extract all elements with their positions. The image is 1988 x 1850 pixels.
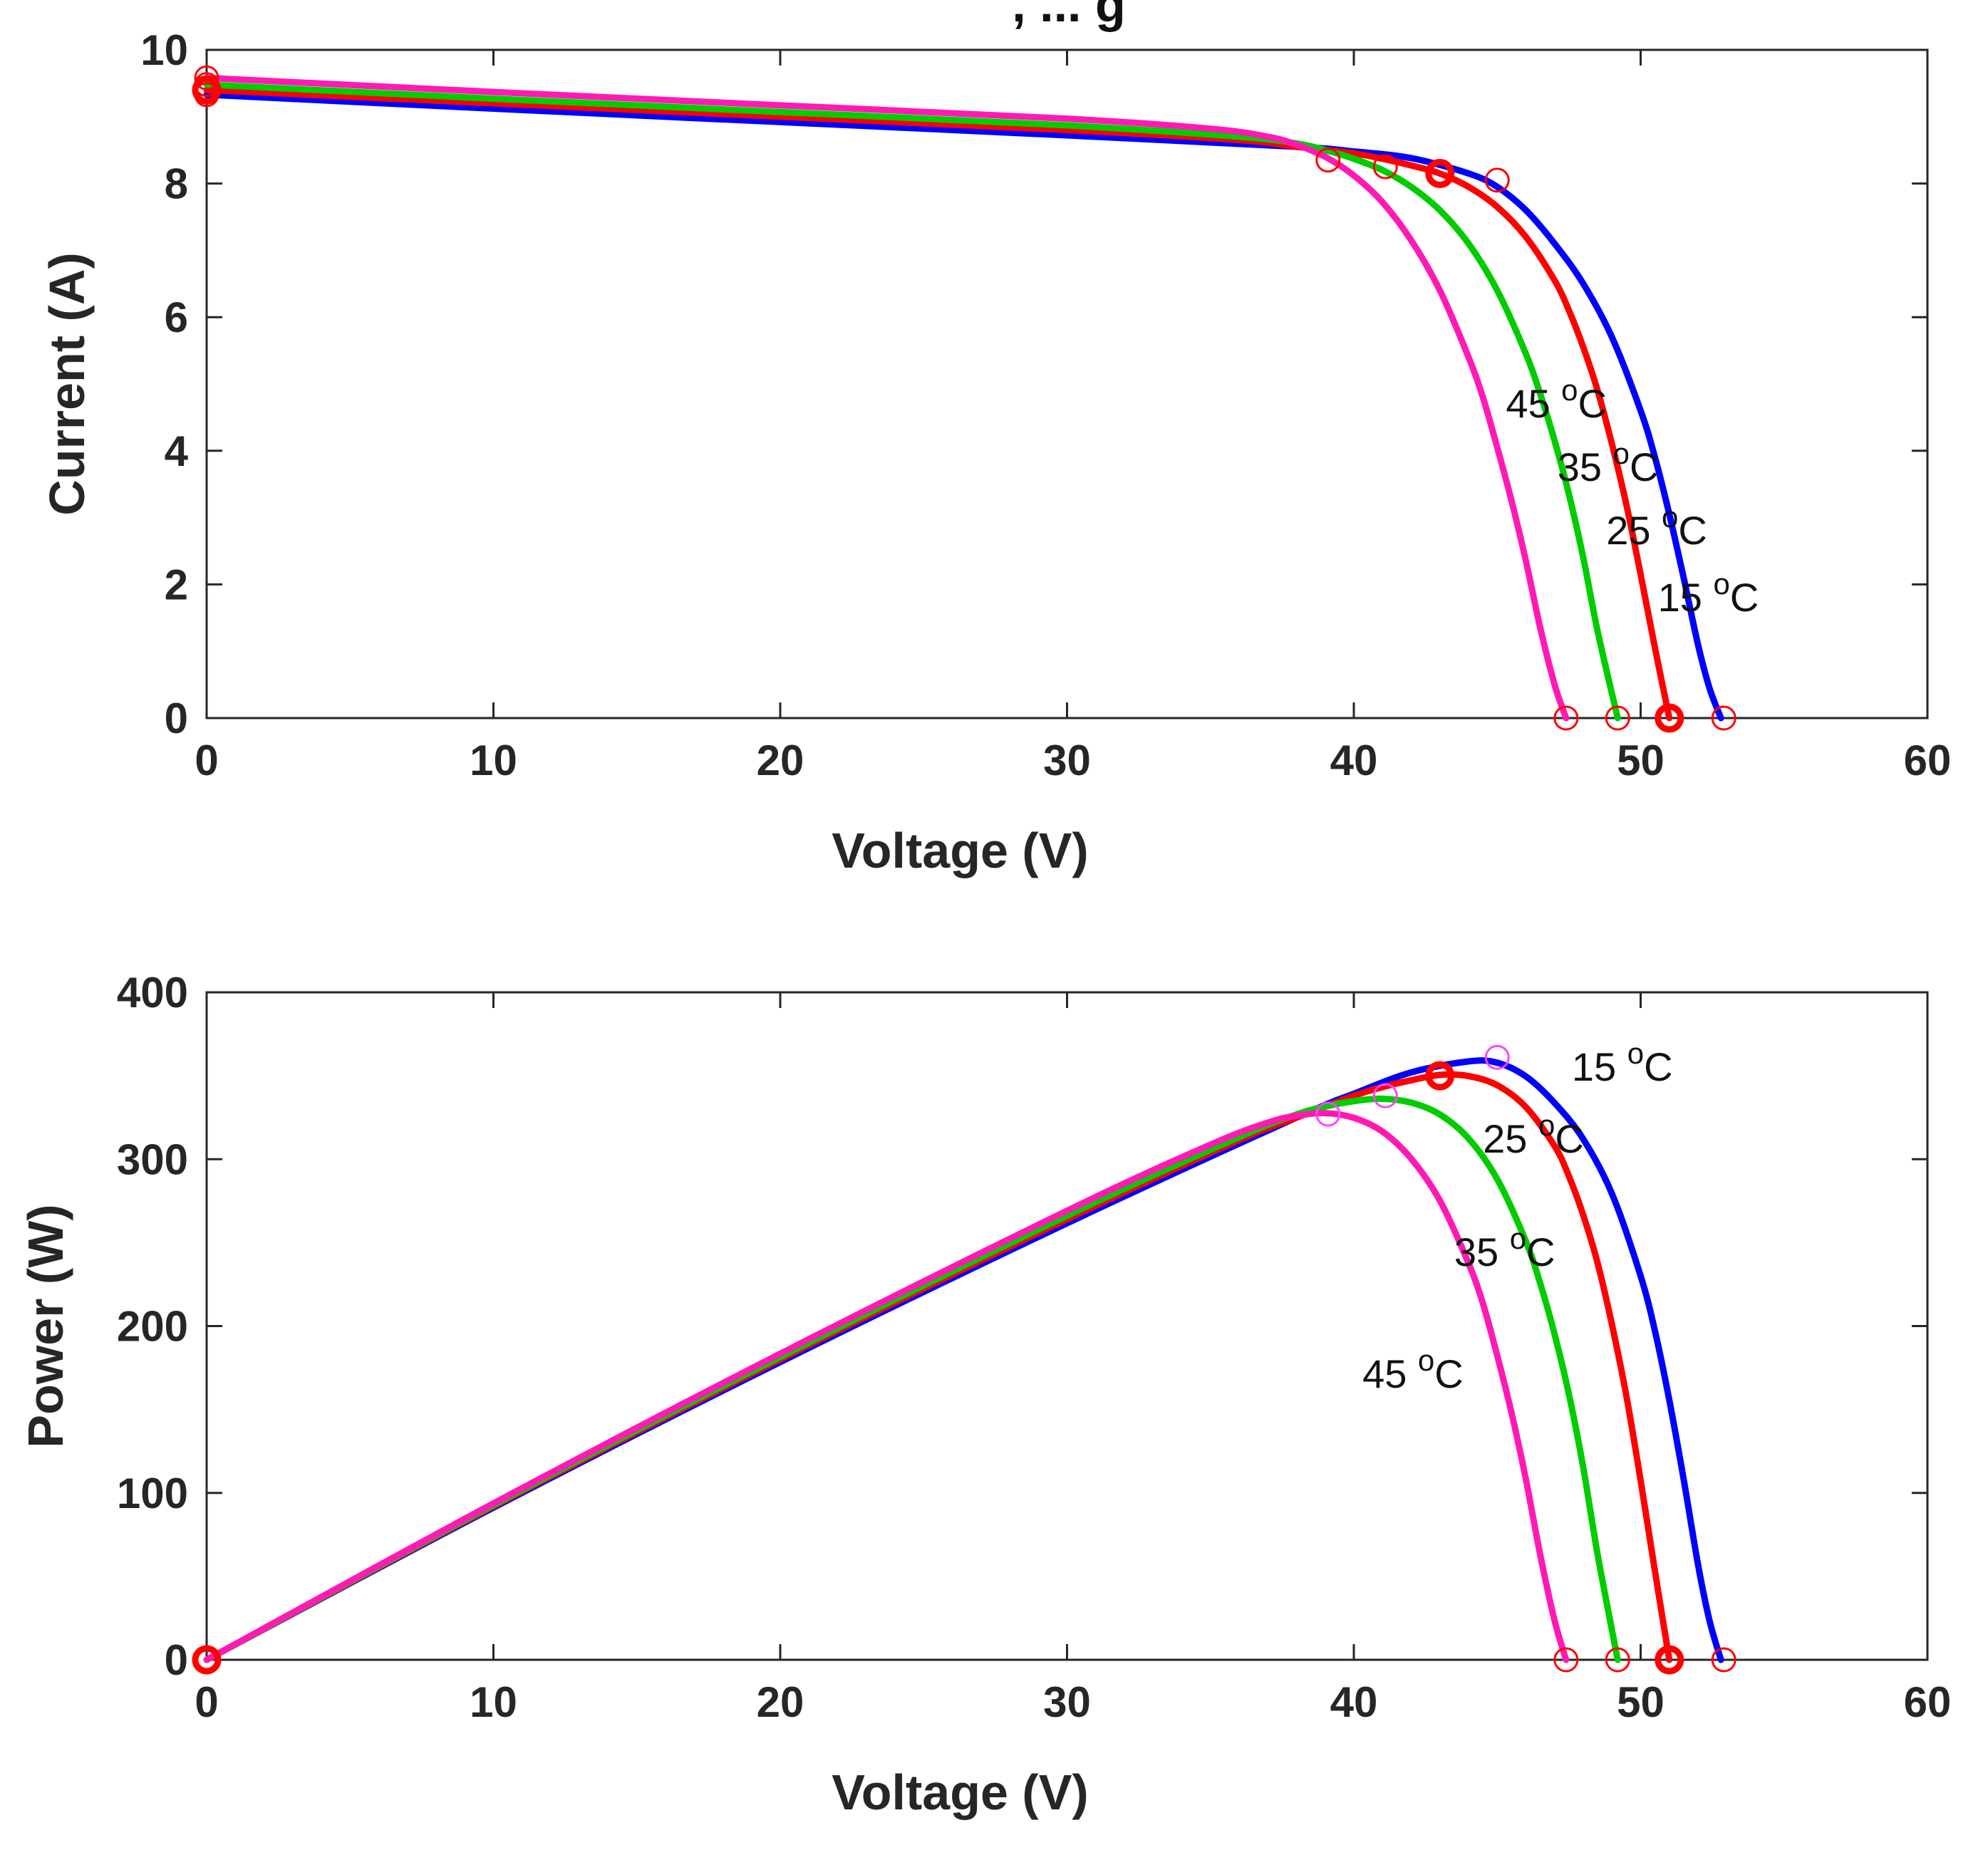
y-tick-label: 10: [140, 26, 188, 74]
data-marker: [1425, 159, 1455, 189]
x-tick-label: 50: [1617, 737, 1665, 784]
temperature-value: 35: [1558, 445, 1613, 489]
x-tick-label: 50: [1617, 1678, 1665, 1726]
temperature-unit: C: [1644, 1044, 1672, 1089]
temperature-label: 35 oC: [1558, 437, 1659, 489]
x-tick-label: 10: [470, 737, 517, 784]
temperature-value: 25: [1606, 508, 1662, 553]
degree-symbol: o: [1627, 1036, 1644, 1070]
temperature-value: 35: [1454, 1230, 1510, 1274]
data-marker: [194, 82, 219, 108]
y-tick-label: 8: [165, 160, 188, 208]
data-marker: [1553, 705, 1579, 731]
x-tick-label: 0: [195, 737, 218, 784]
y-tick-label: 0: [165, 1636, 188, 1684]
plot-area: [205, 991, 1929, 1661]
x-tick-label: 20: [757, 1678, 804, 1726]
x-tick-label: 20: [757, 737, 804, 784]
temperature-label: 45 oC: [1362, 1344, 1464, 1396]
temperature-label: 45 oC: [1506, 373, 1607, 426]
data-marker: [1315, 1101, 1341, 1127]
x-tick-label: 30: [1043, 1678, 1091, 1726]
y-axis-title: Power (W): [18, 1204, 73, 1448]
data-marker: [192, 1645, 222, 1675]
data-marker: [1655, 1645, 1684, 1675]
x-tick-label: 10: [470, 1678, 517, 1726]
temperature-label: 35 oC: [1454, 1222, 1555, 1274]
temperature-unit: C: [1555, 1116, 1583, 1161]
data-marker: [1605, 1647, 1630, 1673]
series-line-15c: [203, 91, 1724, 722]
data-marker: [1484, 1044, 1510, 1070]
data-marker: [1711, 705, 1736, 731]
temperature-label: 15 oC: [1572, 1036, 1673, 1089]
temperature-value: 15: [1572, 1044, 1627, 1089]
y-tick-label: 2: [165, 561, 188, 608]
x-tick-label: 0: [195, 1678, 218, 1726]
degree-symbol: o: [1714, 567, 1730, 601]
plot-area: [205, 48, 1929, 719]
data-marker: [1425, 1061, 1455, 1091]
temperature-unit: C: [1678, 508, 1707, 553]
degree-symbol: o: [1561, 373, 1578, 407]
x-axis-title: Voltage (V): [832, 823, 1088, 878]
data-marker: [194, 65, 219, 90]
data-marker: [1605, 705, 1630, 731]
data-marker: [194, 72, 219, 98]
data-marker: [1372, 154, 1398, 180]
series-line-45c: [203, 1110, 1570, 1663]
temperature-value: 45: [1362, 1351, 1418, 1396]
temperature-label: 15 oC: [1658, 567, 1759, 620]
x-tick-label: 40: [1330, 1678, 1378, 1726]
temperature-value: 15: [1658, 575, 1714, 620]
temperature-label: 25 oC: [1483, 1108, 1584, 1161]
degree-symbol: o: [1613, 437, 1630, 470]
temperature-unit: C: [1578, 381, 1607, 426]
y-axis-title: Current (A): [39, 252, 95, 515]
x-axis-title: Voltage (V): [832, 1765, 1088, 1820]
temperature-unit: C: [1730, 575, 1759, 620]
power-voltage-chart: 0 10 20 30 40 50 60 0 100 200 300 400 Voltage (V) Pow…: [18, 969, 1951, 1820]
y-tick-label: 0: [165, 695, 188, 742]
y-tick-label: 200: [117, 1303, 188, 1351]
temperature-value: 25: [1483, 1116, 1538, 1161]
y-tick-label: 4: [165, 427, 189, 475]
degree-symbol: o: [1538, 1108, 1555, 1142]
y-tick-label: 400: [117, 969, 188, 1017]
x-tick-label: 60: [1904, 737, 1952, 784]
x-tick-label: 30: [1043, 737, 1091, 784]
series-line-45c: [203, 74, 1570, 722]
temperature-unit: C: [1434, 1351, 1463, 1396]
temperature-value: 45: [1506, 381, 1561, 426]
y-tick-label: 300: [117, 1136, 188, 1183]
temperature-unit: C: [1630, 445, 1658, 489]
current-voltage-chart: 0 10 20 30 40 50 60 0 2 4 6 8 10 Voltage (V) Current (…: [39, 26, 1951, 878]
data-marker: [1655, 703, 1684, 733]
data-marker: [1315, 147, 1341, 173]
degree-symbol: o: [1662, 500, 1678, 534]
y-tick-label: 100: [117, 1470, 188, 1517]
data-marker: [1372, 1083, 1398, 1108]
data-marker: [1484, 167, 1510, 193]
series-line-35c: [203, 81, 1621, 722]
temperature-unit: C: [1526, 1230, 1555, 1274]
x-tick-label: 40: [1330, 737, 1378, 784]
data-marker: [1553, 1647, 1579, 1673]
data-marker: [1711, 1647, 1736, 1673]
chart-title: , ... g: [1012, 0, 1125, 32]
degree-symbol: o: [1510, 1222, 1526, 1255]
degree-symbol: o: [1418, 1344, 1434, 1377]
x-tick-label: 60: [1904, 1678, 1952, 1726]
y-tick-label: 6: [165, 293, 188, 341]
temperature-label: 25 oC: [1606, 500, 1707, 553]
